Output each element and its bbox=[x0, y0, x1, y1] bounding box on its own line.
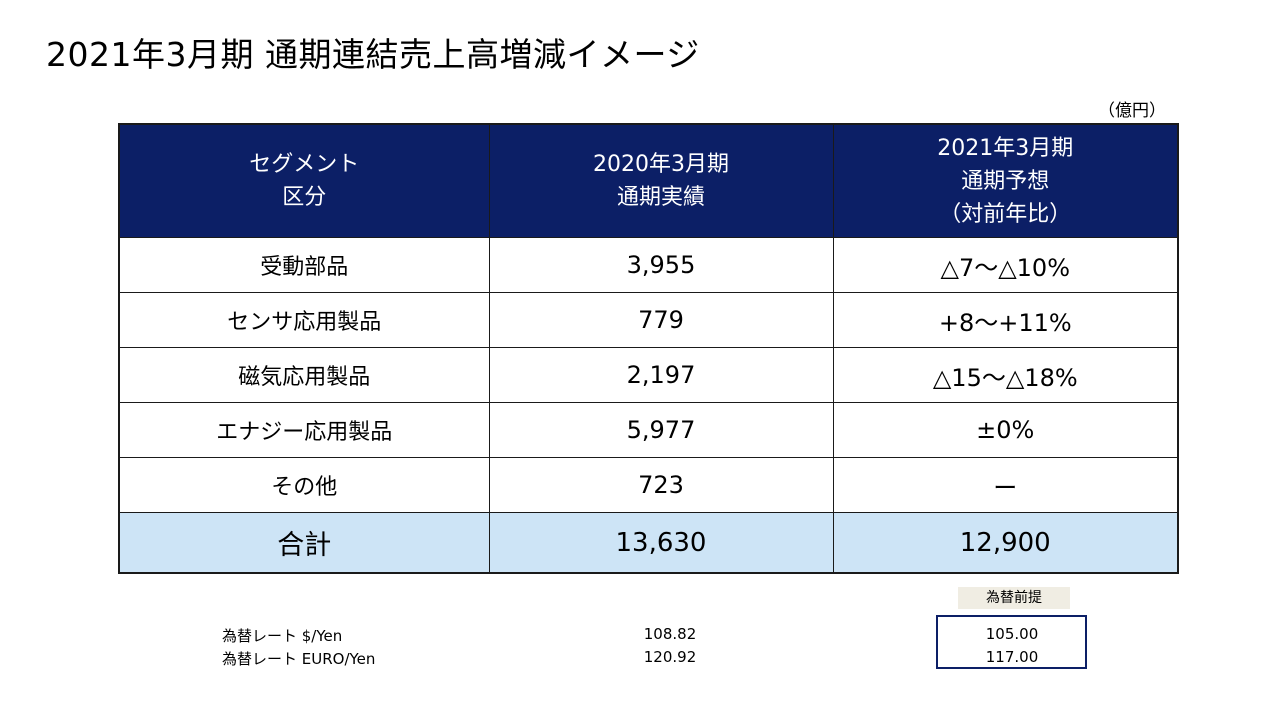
forecast-cell: +8～+11% bbox=[832, 292, 1179, 348]
segment-cell: 磁気応用製品 bbox=[118, 347, 490, 403]
forecast-cell: ー bbox=[832, 457, 1179, 513]
segment-cell: 受動部品 bbox=[118, 237, 490, 293]
actual-cell: 723 bbox=[488, 457, 834, 513]
fx-assumption-box bbox=[936, 615, 1087, 669]
actual-cell: 779 bbox=[488, 292, 834, 348]
total-label-cell: 合計 bbox=[118, 512, 490, 574]
fx-euro-label: 為替レート EURO/Yen bbox=[222, 650, 376, 668]
total-actual-cell: 13,630 bbox=[488, 512, 834, 574]
fx-euro-assumption: 117.00 bbox=[985, 648, 1039, 666]
segment-cell: その他 bbox=[118, 457, 490, 513]
fx-usd-actual: 108.82 bbox=[643, 625, 697, 643]
forecast-cell: ±0% bbox=[832, 402, 1179, 458]
segment-cell: センサ応用製品 bbox=[118, 292, 490, 348]
sales-table: セグメント 区分 2020年3月期 通期実績 2021年3月期 通期予想 （対前… bbox=[118, 123, 1179, 574]
segment-cell: エナジー応用製品 bbox=[118, 402, 490, 458]
header-fy2021-forecast: 2021年3月期 通期予想 （対前年比） bbox=[832, 123, 1179, 238]
header-segment: セグメント 区分 bbox=[118, 123, 490, 238]
fx-euro-actual: 120.92 bbox=[643, 648, 697, 666]
header-fy2020-actual: 2020年3月期 通期実績 bbox=[488, 123, 834, 238]
fx-assumption-note: 為替前提 bbox=[958, 587, 1070, 609]
forecast-cell: △7～△10% bbox=[832, 237, 1179, 293]
forecast-cell: △15～△18% bbox=[832, 347, 1179, 403]
page-title: 2021年3月期 通期連結売上高増減イメージ bbox=[46, 35, 700, 74]
actual-cell: 2,197 bbox=[488, 347, 834, 403]
table-row: エナジー応用製品 5,977 ±0% bbox=[118, 402, 1179, 458]
table-row: その他 723 ー bbox=[118, 457, 1179, 513]
fx-usd-label: 為替レート $/Yen bbox=[222, 627, 343, 645]
unit-label: （億円） bbox=[1098, 101, 1166, 121]
table-header-row: セグメント 区分 2020年3月期 通期実績 2021年3月期 通期予想 （対前… bbox=[118, 123, 1179, 238]
fx-usd-assumption: 105.00 bbox=[985, 625, 1039, 643]
actual-cell: 5,977 bbox=[488, 402, 834, 458]
table-row: センサ応用製品 779 +8～+11% bbox=[118, 292, 1179, 348]
table-row: 受動部品 3,955 △7～△10% bbox=[118, 237, 1179, 293]
total-row: 合計 13,630 12,900 bbox=[118, 512, 1179, 574]
table-row: 磁気応用製品 2,197 △15～△18% bbox=[118, 347, 1179, 403]
total-forecast-cell: 12,900 bbox=[832, 512, 1179, 574]
actual-cell: 3,955 bbox=[488, 237, 834, 293]
